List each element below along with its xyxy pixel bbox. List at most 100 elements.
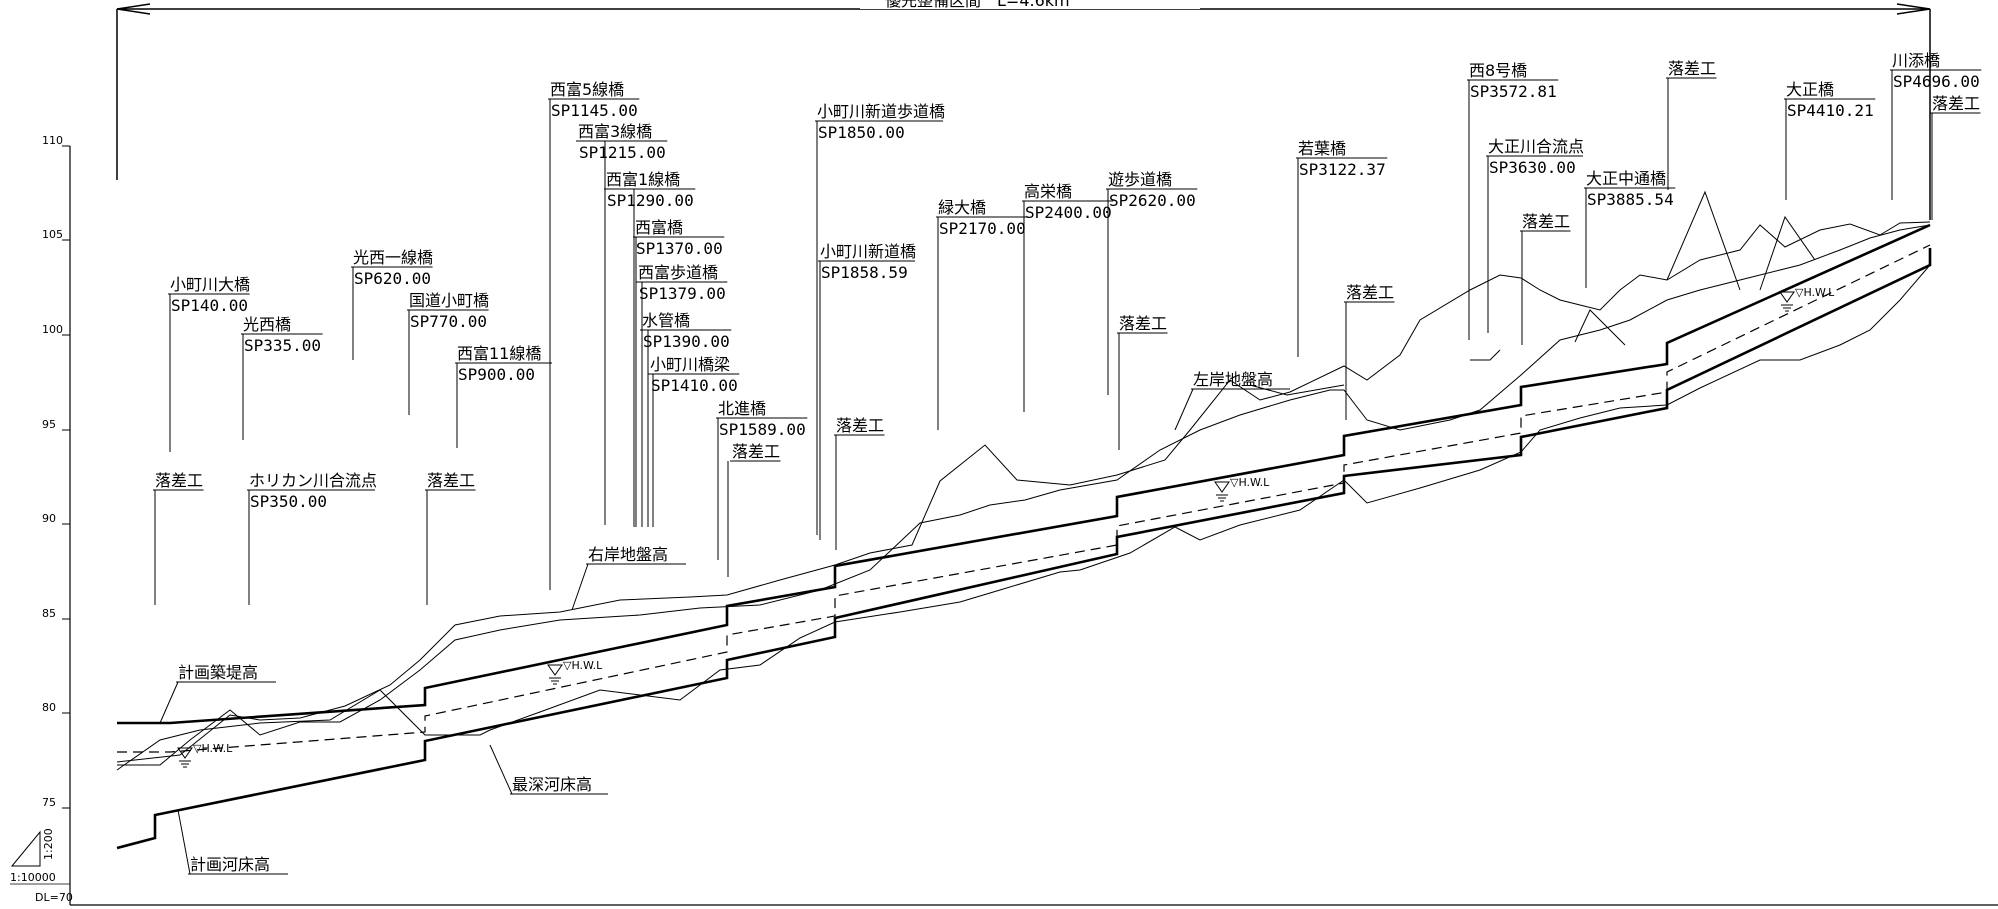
structure-label: 落差工 — [834, 416, 885, 550]
structure-label: 小町川橋梁 SP1410.00 — [648, 355, 740, 527]
structure-label: 若葉橋 SP3122.37 — [1296, 139, 1388, 357]
structure-label: 緑大橋 SP2170.00 — [936, 198, 1028, 430]
structure-label: 国道小町橋 SP770.00 — [407, 291, 489, 415]
structure-sp: SP620.00 — [354, 269, 431, 288]
structure-name: 落差工 — [1668, 59, 1716, 78]
structure-label: 落差工 — [425, 471, 476, 605]
structure-label: 落差工 — [153, 471, 204, 605]
planned-bed-line — [116, 248, 1932, 850]
structure-name: 小町川大橋 — [170, 275, 250, 294]
structure-label: ホリカン川合流点 SP350.00 — [247, 471, 377, 605]
hwl-label: ▽H.W.L — [1230, 476, 1270, 489]
structure-sp: SP900.00 — [458, 365, 535, 384]
structure-sp: SP1379.00 — [639, 284, 726, 303]
structure-label: 落差工 — [727, 442, 781, 577]
structure-label: 落差工 — [1666, 59, 1717, 190]
structure-label: 水管橋 SP1390.00 — [640, 311, 732, 527]
hwl-markers: ▽H.W.L ▽H.W.L ▽H.W.L ▽H.W.L — [177, 286, 1835, 768]
structure-sp: SP3630.00 — [1489, 158, 1576, 177]
hwl-label: ▽H.W.L — [563, 659, 603, 672]
planned-levee-line — [117, 223, 1931, 725]
structure-label: 小町川新道橋 SP1858.59 — [818, 242, 916, 540]
structure-name: 小町川新道橋 — [820, 242, 916, 261]
structure-label: 光西橋 SP335.00 — [241, 315, 323, 440]
structure-name: 若葉橋 — [1298, 139, 1346, 158]
structure-sp: SP350.00 — [250, 492, 327, 511]
structure-name: 落差工 — [732, 442, 780, 461]
structure-name: 落差工 — [1522, 212, 1570, 231]
structure-sp: SP770.00 — [410, 312, 487, 331]
structure-label: 西富11線橋 SP900.00 — [455, 344, 552, 448]
structure-sp: SP1410.00 — [651, 376, 738, 395]
vertical-scale: 1:200 — [42, 828, 55, 860]
structure-sp: SP1858.59 — [821, 263, 908, 282]
deepest-bed-line — [116, 264, 1931, 771]
structure-name: 西富歩道橋 — [638, 263, 718, 282]
deepest-bed-label: 最深河床高 — [512, 775, 592, 794]
structure-name: 落差工 — [427, 471, 475, 490]
structure-sp: SP1589.00 — [719, 420, 806, 439]
structure-name: 落差工 — [155, 471, 203, 490]
y-tick-label: 105 — [42, 228, 63, 241]
structure-sp: SP140.00 — [171, 296, 248, 315]
structure-name: 落差工 — [1932, 94, 1980, 113]
structure-label: 落差工 — [1520, 212, 1571, 345]
structure-sp: SP1850.00 — [818, 123, 905, 142]
y-tick-label: 110 — [42, 134, 63, 147]
structure-name: 西富11線橋 — [457, 344, 541, 363]
structure-name: 国道小町橋 — [409, 291, 489, 310]
structure-sp: SP3885.54 — [1587, 190, 1674, 209]
structure-name: 落差工 — [836, 416, 884, 435]
structure-label: 西富3線橋 SP1215.00 — [576, 122, 668, 525]
structure-label: 小町川新道歩道橋 SP1850.00 — [815, 102, 945, 535]
left-ground-line — [116, 221, 1931, 763]
structure-name: 西富橋 — [635, 218, 683, 237]
structure-name: 落差工 — [1346, 283, 1394, 302]
scale-indicator: 1:200 1:10000 DL=70 — [10, 828, 73, 904]
structure-label: 高栄橋 SP2400.00 — [1022, 182, 1114, 412]
structure-sp: SP1215.00 — [579, 143, 666, 162]
structure-name: 落差工 — [1119, 314, 1167, 333]
structure-name: 大正橋 — [1786, 80, 1834, 99]
hwl-label: ▽H.W.L — [193, 742, 233, 755]
structure-name: 北進橋 — [718, 399, 766, 418]
structure-sp: SP2400.00 — [1025, 203, 1112, 222]
structure-name: 大正中通橋 — [1586, 169, 1666, 188]
hwl-marker: ▽H.W.L — [547, 659, 603, 685]
structure-label: 大正中通橋 SP3885.54 — [1584, 169, 1676, 288]
structure-label: 西富5線橋 SP1145.00 — [548, 80, 640, 590]
structure-name: 光西橋 — [243, 315, 291, 334]
horizontal-scale: 1:10000 — [10, 871, 56, 884]
y-tick-label: 75 — [42, 796, 56, 809]
structure-label: 西富1線橋 SP1290.00 — [604, 170, 696, 527]
hwl-label: ▽H.W.L — [1795, 286, 1835, 299]
elevation-axis: 110 105 100 95 90 85 80 75 — [42, 134, 71, 905]
y-tick-label: 80 — [42, 701, 56, 714]
structure-name: 緑大橋 — [938, 198, 986, 217]
structure-name: 小町川橋梁 — [650, 355, 730, 374]
structure-name: 水管橋 — [642, 311, 690, 330]
structure-sp: SP3122.37 — [1299, 160, 1386, 179]
structure-label: 大正橋 SP4410.21 — [1784, 80, 1876, 200]
profile-lines — [116, 190, 1932, 850]
right-ground-line — [117, 224, 1931, 766]
left-ground-label: 左岸地盤高 — [1193, 370, 1273, 389]
structure-sp: SP1390.00 — [643, 332, 730, 351]
structure-label: 光西一線橋 SP620.00 — [351, 248, 433, 360]
structure-sp: SP3572.81 — [1470, 82, 1557, 101]
structure-name: 遊歩道橋 — [1108, 170, 1172, 189]
planned-levee-label: 計画築堤高 — [178, 663, 258, 682]
structure-name: 高栄橋 — [1024, 182, 1072, 201]
structure-sp: SP2620.00 — [1109, 191, 1196, 210]
structure-sp: SP1290.00 — [607, 191, 694, 210]
hwl-marker: ▽H.W.L — [1214, 476, 1270, 502]
structure-sp: SP335.00 — [244, 336, 321, 355]
structure-label: 西8号橋 SP3572.81 — [1467, 61, 1559, 340]
structure-label: 川添橋 SP4696.00 — [1890, 51, 1982, 200]
structure-name: 西富1線橋 — [606, 170, 680, 189]
section-title: 優先整備区間 L=4.6km — [885, 0, 1070, 10]
structure-name: 西富5線橋 — [550, 80, 624, 99]
y-tick-label: 90 — [42, 512, 56, 525]
structure-label: 西富橋 SP1370.00 — [633, 218, 725, 527]
